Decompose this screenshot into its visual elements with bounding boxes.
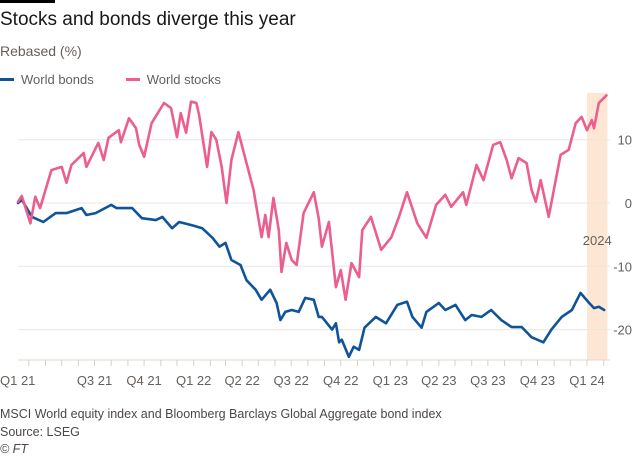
legend: World bonds World stocks <box>0 72 221 87</box>
legend-swatch-bonds <box>0 78 14 81</box>
chart-title: Stocks and bonds diverge this year <box>0 9 296 30</box>
y-tick-label: -10 <box>613 259 632 274</box>
footer-copyright: © FT <box>0 442 28 456</box>
x-tick-label: Q2 23 <box>421 373 456 388</box>
series-line-world-bonds <box>16 198 606 359</box>
footer-source: Source: LSEG <box>0 425 80 439</box>
legend-item-stocks: World stocks <box>125 72 221 87</box>
x-tick-label: Q2 22 <box>224 373 259 388</box>
line-chart: 10 0 -10 -20 2024 Q1 21 Q3 21 Q4 21 Q1 22 Q2 22 Q3… <box>0 93 632 388</box>
footer-note: MSCI World equity index and Bloomberg Ba… <box>0 407 442 421</box>
x-tick-label: Q1 22 <box>176 373 211 388</box>
x-tick-label: Q1 24 <box>569 373 604 388</box>
x-tick-label: Q3 22 <box>273 373 308 388</box>
legend-label-bonds: World bonds <box>21 72 94 87</box>
x-tick-label: Q3 23 <box>470 373 505 388</box>
ft-brand-bar <box>0 0 55 3</box>
x-tick-label: Q4 22 <box>323 373 358 388</box>
y-tick-label: -20 <box>613 323 632 338</box>
legend-item-bonds: World bonds <box>0 72 94 87</box>
y-tick-label: 0 <box>625 196 632 211</box>
legend-label-stocks: World stocks <box>146 72 221 87</box>
highlight-band-2024 <box>586 93 608 360</box>
legend-swatch-stocks <box>125 78 140 81</box>
highlight-label: 2024 <box>583 233 612 248</box>
x-tick-label: Q4 21 <box>126 373 161 388</box>
x-tick-label: Q3 21 <box>77 373 112 388</box>
y-tick-label: 10 <box>618 133 632 148</box>
chart-subtitle: Rebased (%) <box>0 43 82 59</box>
x-tick-label: Q4 23 <box>520 373 555 388</box>
series-line-world-stocks <box>16 94 608 302</box>
x-tick-label: Q1 21 <box>0 373 35 388</box>
x-tick-label: Q1 23 <box>373 373 408 388</box>
